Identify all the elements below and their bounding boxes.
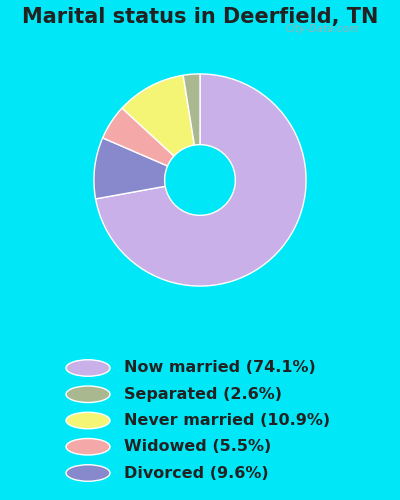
Text: Separated (2.6%): Separated (2.6%) — [124, 387, 282, 402]
Text: Divorced (9.6%): Divorced (9.6%) — [124, 466, 269, 480]
Wedge shape — [103, 108, 174, 166]
Text: Never married (10.9%): Never married (10.9%) — [124, 413, 330, 428]
Circle shape — [66, 360, 110, 376]
Circle shape — [66, 465, 110, 481]
Text: City-Data.com: City-Data.com — [286, 24, 360, 34]
Text: Marital status in Deerfield, TN: Marital status in Deerfield, TN — [22, 8, 378, 28]
Text: Widowed (5.5%): Widowed (5.5%) — [124, 439, 271, 454]
Circle shape — [66, 438, 110, 455]
Wedge shape — [96, 74, 306, 286]
Wedge shape — [183, 74, 200, 145]
Circle shape — [66, 412, 110, 428]
Text: Now married (74.1%): Now married (74.1%) — [124, 360, 316, 376]
Wedge shape — [122, 76, 194, 156]
Wedge shape — [94, 138, 168, 199]
Circle shape — [66, 386, 110, 402]
